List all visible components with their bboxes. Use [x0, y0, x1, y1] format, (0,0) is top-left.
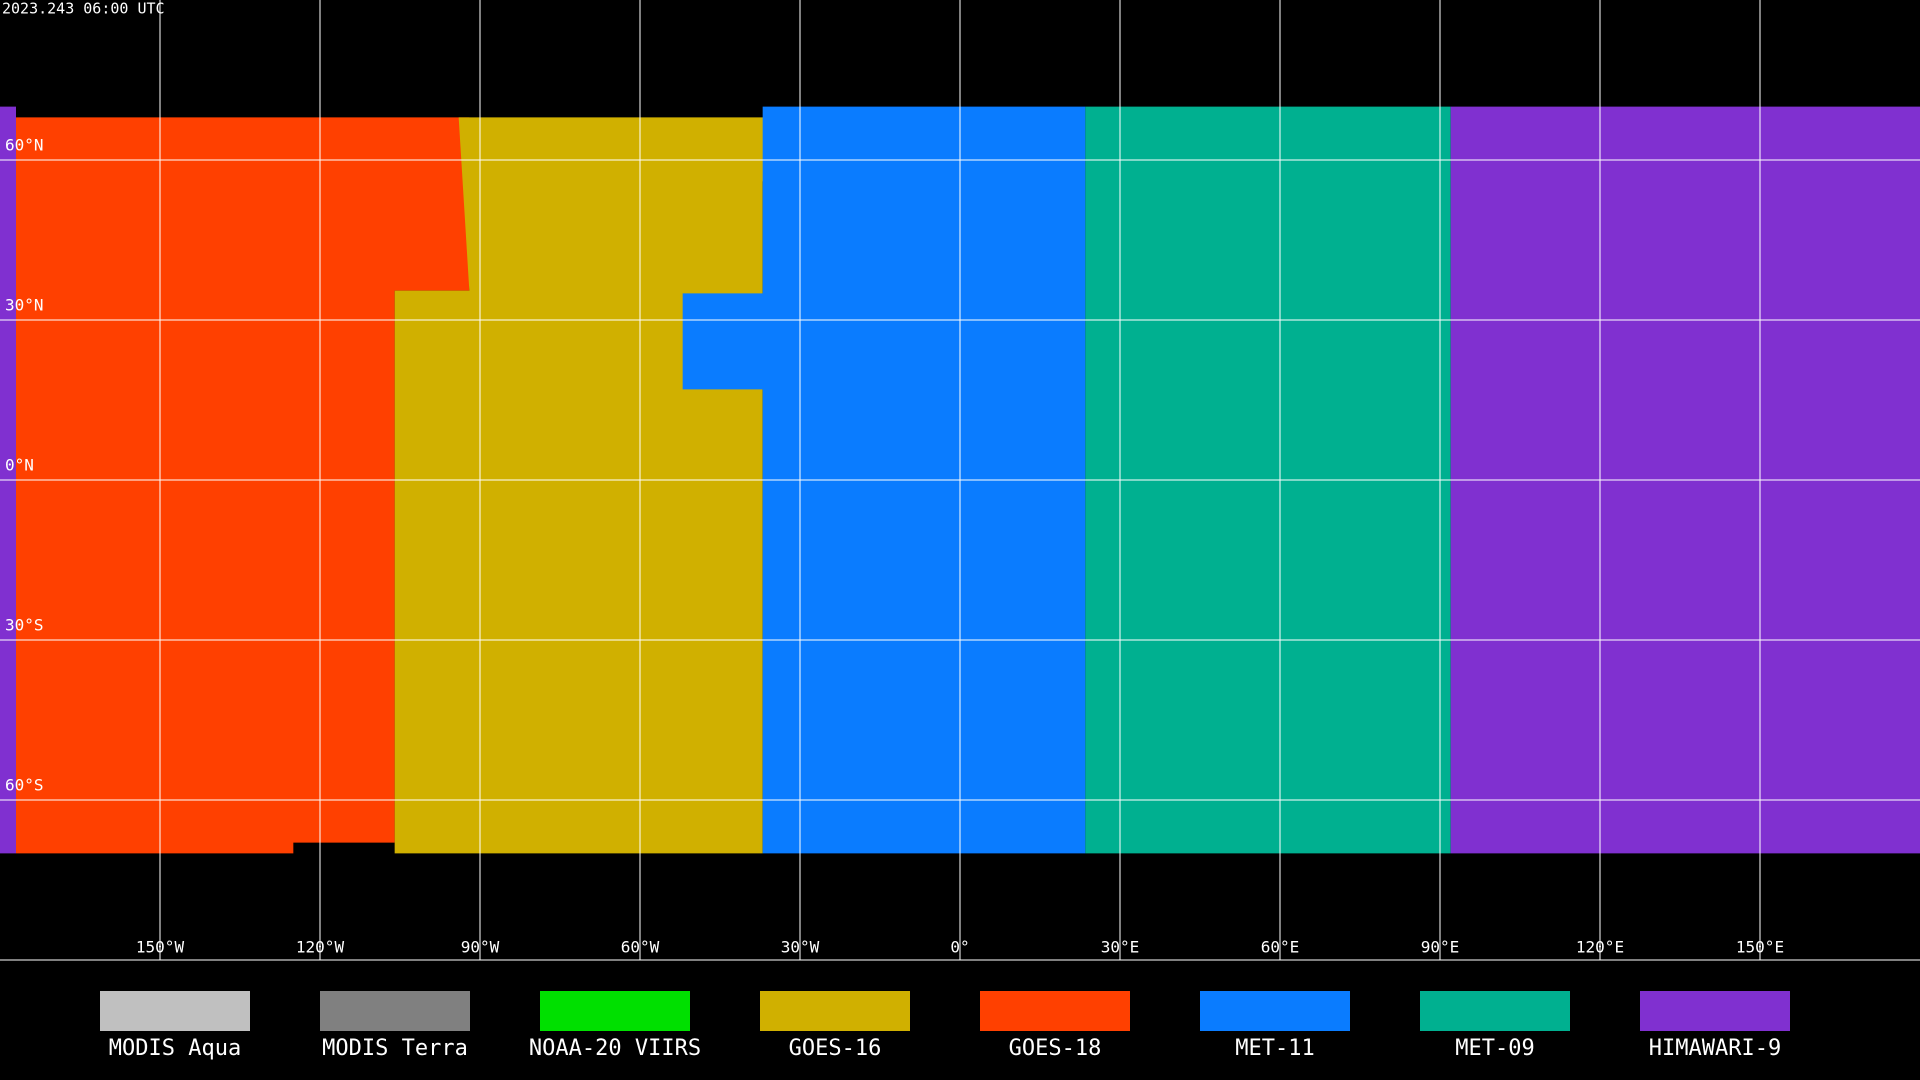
longitude-label: 120°W [296, 938, 345, 957]
latitude-label: 0°N [5, 456, 34, 475]
longitude-label: 90°W [461, 938, 500, 957]
legend-swatch [760, 991, 910, 1031]
legend: MODIS Aqua MODIS Terra NOAA-20 VIIRS GOES-1… [100, 991, 1790, 1061]
longitude-label: 120°E [1576, 938, 1624, 957]
longitude-label: 60°E [1261, 938, 1300, 957]
legend-label: GOES-16 [789, 1036, 882, 1061]
longitude-label: 30°E [1101, 938, 1140, 957]
legend-swatch [980, 991, 1130, 1031]
legend-swatch [540, 991, 690, 1031]
timestamp: 2023.243 06:00 UTC [2, 0, 165, 18]
longitude-label: 60°W [621, 938, 660, 957]
longitude-label: 90°E [1421, 938, 1460, 957]
legend-swatch [1200, 991, 1350, 1031]
legend-swatch [1640, 991, 1790, 1031]
longitude-label: 0° [950, 938, 969, 957]
legend-label: GOES-18 [1009, 1036, 1102, 1061]
legend-label: MET-09 [1455, 1036, 1534, 1061]
latitude-label: 60°S [5, 776, 44, 795]
legend-label: NOAA-20 VIIRS [529, 1036, 701, 1061]
legend-label: MET-11 [1235, 1036, 1314, 1061]
legend-swatch [1420, 991, 1570, 1031]
latitude-label: 30°S [5, 616, 44, 635]
legend-label: MODIS Terra [322, 1036, 468, 1061]
legend-label: HIMAWARI-9 [1649, 1036, 1781, 1061]
legend-swatch [320, 991, 470, 1031]
longitude-label: 150°E [1736, 938, 1784, 957]
latitude-label: 60°N [5, 136, 44, 155]
legend-label: MODIS Aqua [109, 1036, 241, 1061]
coverage-region [16, 117, 470, 854]
longitude-label: 30°W [781, 938, 820, 957]
legend-swatch [100, 991, 250, 1031]
longitude-label: 150°W [136, 938, 185, 957]
latitude-label: 30°N [5, 296, 44, 315]
graticule: 150°W 120°W 90°W 60°W 30°W 0° 30°E 60°E 90°E 120°… [0, 0, 1920, 960]
